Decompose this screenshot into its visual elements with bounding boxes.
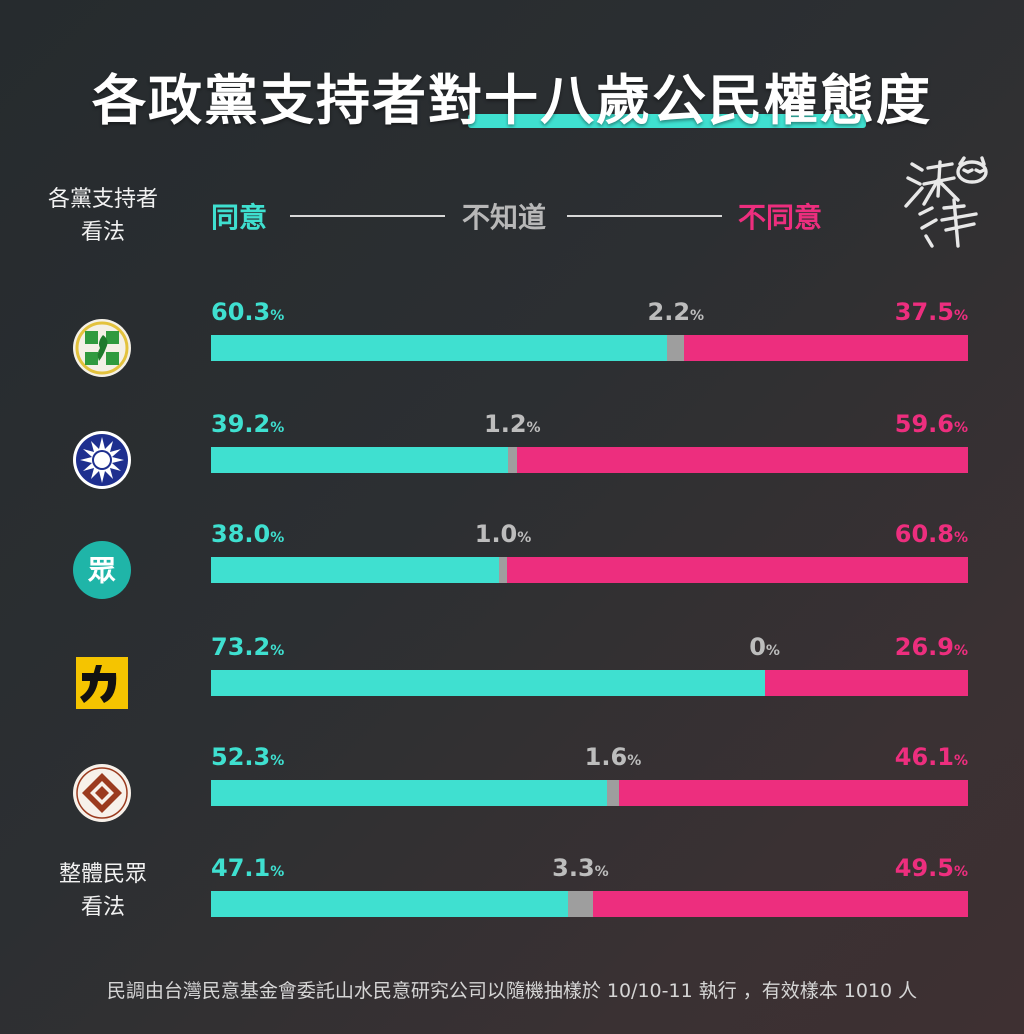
data-label-unknown: 3.3% xyxy=(552,854,609,882)
side-label-overall: 整體民眾 看法 xyxy=(28,858,178,924)
title-highlight-underline xyxy=(468,114,866,128)
stacked-bar xyxy=(211,780,968,806)
data-label-unknown: 2.2% xyxy=(647,298,705,326)
data-label-agree: 52.3% xyxy=(211,743,285,771)
side-label-overall-line-2: 看法 xyxy=(80,895,125,920)
data-label-agree: 39.2% xyxy=(211,410,285,438)
data-label-disagree: 49.5% xyxy=(894,854,968,882)
bar-segment-disagree xyxy=(764,670,968,696)
data-label-disagree: 59.6% xyxy=(894,410,968,438)
data-label-disagree: 60.8% xyxy=(894,520,968,548)
bar-segment-disagree xyxy=(506,557,968,583)
bar-row: 73.2% 26.9% 0% xyxy=(0,633,1024,733)
data-label-disagree: 37.5% xyxy=(894,298,968,326)
legend-disagree: 不同意 xyxy=(738,201,823,234)
legend-agree: 同意 xyxy=(211,201,268,234)
bar-segment-agree xyxy=(211,780,607,806)
stacked-bar xyxy=(211,557,968,583)
data-label-agree: 47.1% xyxy=(211,854,285,882)
data-label-unknown: 1.0% xyxy=(474,520,532,548)
stacked-bar xyxy=(211,891,968,917)
stacked-bar xyxy=(211,447,968,473)
bar-segment-agree xyxy=(211,335,668,361)
legend-divider-right xyxy=(567,215,722,217)
npp-logo xyxy=(72,653,132,713)
data-label-unknown: 1.6% xyxy=(584,743,642,771)
data-label-unknown: 0% xyxy=(749,633,780,661)
data-label-agree: 73.2% xyxy=(211,633,285,661)
bar-row: 39.2% 59.6% 1.2% xyxy=(0,410,1024,510)
legend-unknown: 不知道 xyxy=(462,201,547,234)
data-label-agree: 38.0% xyxy=(211,520,285,548)
bar-segment-unknown xyxy=(499,557,507,583)
bar-row: 60.3% 37.5% 2.2% xyxy=(0,298,1024,398)
bar-segment-disagree xyxy=(516,447,968,473)
stacked-bar xyxy=(211,670,968,696)
svg-text:眾: 眾 xyxy=(87,554,116,587)
bar-segment-agree xyxy=(211,557,500,583)
stacked-bar xyxy=(211,335,968,361)
bar-row: 47.1% 49.5% 3.3% xyxy=(0,854,1024,954)
bar-segment-disagree xyxy=(619,780,968,806)
bar-segment-agree xyxy=(211,891,568,917)
bar-segment-unknown xyxy=(567,891,593,917)
bar-row: 52.3% 46.1% 1.6% xyxy=(0,743,1024,843)
bar-segment-agree xyxy=(211,447,508,473)
tpp-logo: 眾 xyxy=(72,540,132,600)
data-label-disagree: 26.9% xyxy=(894,633,968,661)
signature-logo: 沃草 xyxy=(904,156,988,248)
data-label-agree: 60.3% xyxy=(211,298,285,326)
bar-row: 眾 38.0% 60.8% 1.0% xyxy=(0,520,1024,620)
bar-segment-unknown xyxy=(667,335,685,361)
bar-segment-agree xyxy=(211,670,765,696)
kmt-logo xyxy=(72,430,132,490)
side-label-line-2: 看法 xyxy=(80,220,125,245)
dpp-logo xyxy=(72,318,132,378)
title-area: 各政黨支持者對十八歲公民權態度 xyxy=(0,52,1024,132)
side-label-line-1: 各黨支持者 xyxy=(47,187,158,212)
title-part-1: 各政黨支持者對 xyxy=(92,69,484,132)
tsp-logo xyxy=(72,763,132,823)
data-label-unknown: 1.2% xyxy=(484,410,541,438)
title-part-2: 十八歲公民權 xyxy=(484,69,820,132)
bar-segment-disagree xyxy=(592,891,968,917)
bar-segment-unknown xyxy=(606,780,620,806)
legend-divider-left xyxy=(290,215,445,217)
bar-segment-unknown xyxy=(507,447,517,473)
data-label-disagree: 46.1% xyxy=(894,743,968,771)
footer-note: 民調由台灣民意基金會委託山水民意研究公司以隨機抽樣於 10/10-11 執行 ，… xyxy=(106,980,918,1002)
page-title: 各政黨支持者對十八歲公民權態度 xyxy=(0,56,1024,135)
side-label-parties: 各黨支持者 看法 xyxy=(28,183,178,249)
side-label-overall-line: 整體民眾 xyxy=(58,862,147,887)
bar-segment-disagree xyxy=(684,335,968,361)
title-part-3: 態度 xyxy=(820,69,932,132)
